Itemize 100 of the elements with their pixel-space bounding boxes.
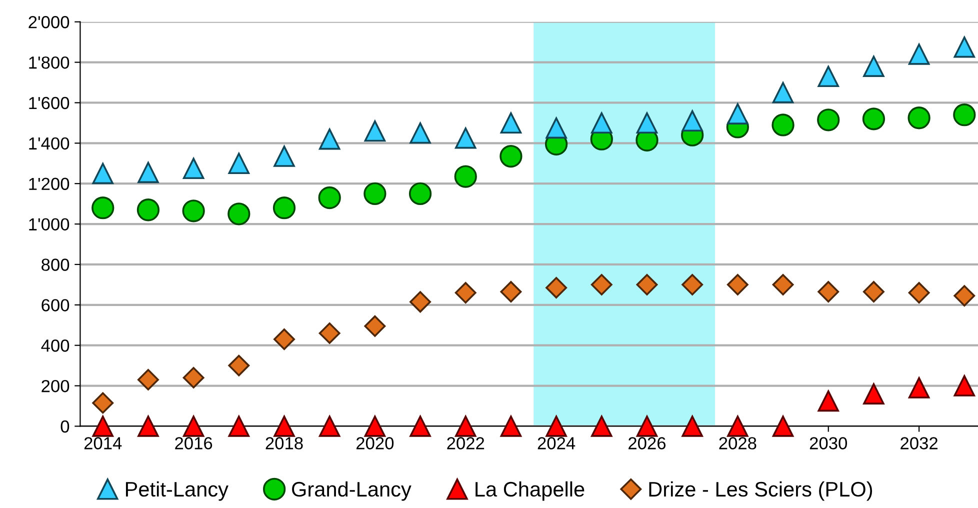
point xyxy=(953,104,976,126)
point xyxy=(908,377,930,398)
point xyxy=(92,162,114,184)
point xyxy=(318,322,340,344)
point xyxy=(818,390,839,412)
point xyxy=(274,328,295,350)
legend-label: Petit-Lancy xyxy=(126,481,228,501)
x-tick-label: 2030 xyxy=(810,437,847,450)
point xyxy=(500,281,522,302)
y-tick-label: 400 xyxy=(41,340,70,352)
point xyxy=(182,200,205,222)
point xyxy=(682,274,704,296)
y-tick-label: 0 xyxy=(60,420,70,433)
point xyxy=(182,416,204,437)
x-tick-label: 2014 xyxy=(84,437,122,450)
point xyxy=(364,120,386,142)
y-tick-label: 2'000 xyxy=(28,16,70,28)
point xyxy=(862,281,884,302)
point xyxy=(591,416,612,437)
point xyxy=(454,416,476,437)
point xyxy=(228,152,250,174)
point xyxy=(500,112,522,134)
point xyxy=(908,44,930,65)
point xyxy=(228,202,250,226)
y-tick-label: 600 xyxy=(42,299,70,312)
point xyxy=(364,416,386,437)
y-tick-label: 800 xyxy=(42,258,70,271)
x-tick-label: 2020 xyxy=(356,437,394,450)
point xyxy=(772,114,794,136)
point xyxy=(682,110,703,132)
point xyxy=(862,108,886,130)
point xyxy=(636,274,658,296)
point xyxy=(364,182,386,206)
x-tick-label: 2022 xyxy=(447,437,484,450)
point xyxy=(136,198,160,222)
point xyxy=(364,315,386,337)
point xyxy=(138,416,159,437)
point xyxy=(137,368,159,390)
y-tick-label: 1'400 xyxy=(29,137,70,150)
point xyxy=(546,117,567,139)
point xyxy=(636,112,658,134)
point xyxy=(92,392,114,414)
point xyxy=(182,158,204,180)
point xyxy=(274,146,295,167)
point xyxy=(410,291,431,313)
legend-label: La Chapelle xyxy=(476,481,584,501)
point xyxy=(863,383,884,404)
x-tick-label: 2024 xyxy=(538,437,576,450)
point xyxy=(590,274,612,296)
x-tick-label: 2018 xyxy=(266,437,303,450)
point xyxy=(182,366,204,388)
y-tick-label: 1'200 xyxy=(29,178,70,190)
point xyxy=(92,196,114,220)
point xyxy=(954,375,976,396)
point xyxy=(636,416,658,437)
point xyxy=(817,108,840,132)
point xyxy=(410,122,431,144)
point xyxy=(318,416,340,437)
point xyxy=(726,274,748,296)
y-tick-label: 1'000 xyxy=(29,218,70,230)
point xyxy=(546,276,568,298)
point xyxy=(727,103,748,124)
point xyxy=(546,416,567,437)
point xyxy=(727,416,748,437)
point xyxy=(682,416,703,437)
point xyxy=(908,282,930,304)
point xyxy=(410,416,431,437)
point xyxy=(772,274,794,296)
x-tick-label: 2016 xyxy=(175,437,212,450)
y-tick-label: 200 xyxy=(42,380,70,392)
point xyxy=(500,416,522,437)
point xyxy=(954,285,976,307)
point xyxy=(500,144,522,168)
point xyxy=(454,282,476,304)
point xyxy=(863,56,884,77)
y-tick-label: 1'600 xyxy=(29,96,70,110)
point xyxy=(818,281,840,302)
point xyxy=(772,416,794,437)
point xyxy=(954,36,976,58)
x-tick-label: 2028 xyxy=(719,437,756,450)
point xyxy=(138,162,159,184)
point xyxy=(92,416,114,437)
point xyxy=(274,416,295,437)
point xyxy=(408,182,432,206)
point xyxy=(908,106,930,130)
point xyxy=(818,66,839,88)
x-tick-label: 2032 xyxy=(900,437,938,450)
y-tick-label: 1'800 xyxy=(29,56,70,69)
point xyxy=(228,354,250,376)
point xyxy=(318,128,340,150)
x-tick-label: 2026 xyxy=(628,437,666,450)
point xyxy=(454,127,476,149)
point xyxy=(272,196,296,220)
legend-label: Grand-Lancy xyxy=(292,481,412,501)
legend-label: Drize - Les Sciers (PLO) xyxy=(649,481,872,501)
point xyxy=(772,82,794,104)
point xyxy=(228,416,250,437)
point xyxy=(454,165,477,188)
point xyxy=(591,112,612,134)
point xyxy=(318,186,341,210)
